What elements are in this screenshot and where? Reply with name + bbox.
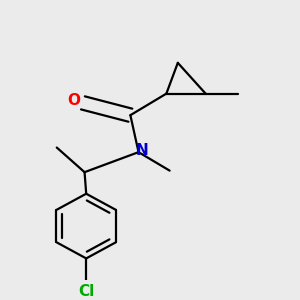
Text: N: N bbox=[136, 143, 149, 158]
Text: Cl: Cl bbox=[78, 284, 94, 299]
Text: O: O bbox=[67, 93, 80, 108]
